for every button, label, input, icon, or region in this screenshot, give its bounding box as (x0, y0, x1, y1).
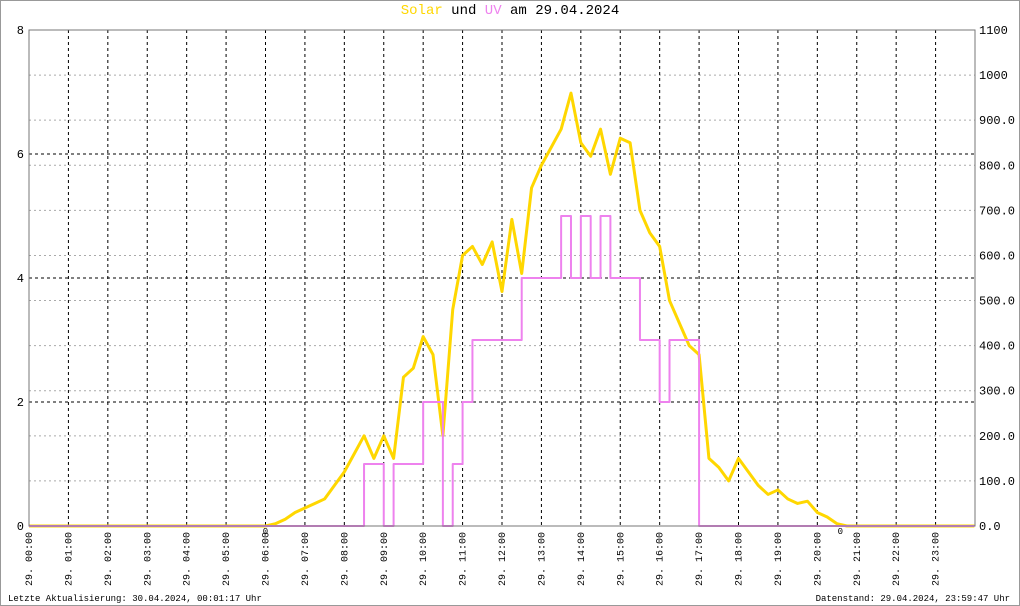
x-tick-label: 29. 00:00 (25, 532, 36, 586)
x-tick-label: 29. 20:00 (813, 532, 824, 586)
x-tick-label: 29. 04:00 (183, 532, 194, 586)
title-uv: UV (485, 3, 502, 19)
x-tick-label: 29. 05:00 (222, 532, 233, 586)
y2-tick-label: 400.0 (979, 340, 1015, 354)
y2-tick-label: 700.0 (979, 204, 1015, 218)
x-tick-label: 29. 09:00 (380, 532, 391, 586)
y2-tick-label: 0.0 (979, 520, 1001, 534)
title-und: und (451, 3, 476, 19)
footer-left: Letzte Aktualisierung: 30.04.2024, 00:01… (8, 594, 262, 604)
x-tick-label: 29. 22:00 (892, 532, 903, 586)
series-line (29, 91, 975, 528)
y2-tick-label: 1000 (979, 69, 1008, 83)
x-tick-label: 29. 19:00 (774, 532, 785, 586)
y2-tick-label: 100.0 (979, 475, 1015, 489)
y-tick-label: 2 (17, 396, 24, 410)
y-tick-label: 8 (17, 24, 24, 38)
y2-tick-label: 600.0 (979, 249, 1015, 263)
plot-border (28, 29, 976, 527)
min-label: 0 (263, 527, 268, 537)
chart-title: Solar und UV am 29.04.2024 (401, 3, 619, 19)
footer-right: Datenstand: 29.04.2024, 23:59:47 Uhr (816, 594, 1010, 604)
y2-tick-label: 900.0 (979, 114, 1015, 128)
x-tick-label: 29. 12:00 (498, 532, 509, 586)
y2-tick-label: 1100 (979, 24, 1008, 38)
x-tick-label: 29. 08:00 (340, 532, 351, 586)
y2-tick-label: 500.0 (979, 295, 1015, 309)
min-label: 0 (838, 527, 843, 537)
x-tick-label: 29. 23:00 (932, 532, 943, 586)
x-tick-label: 29. 17:00 (695, 532, 706, 586)
x-tick-label: 29. 14:00 (577, 532, 588, 586)
x-tick-label: 29. 18:00 (735, 532, 746, 586)
title-solar: Solar (401, 3, 443, 19)
x-tick-label: 29. 03:00 (143, 532, 154, 586)
y-tick-label: 0 (17, 520, 24, 534)
y2-tick-label: 200.0 (979, 430, 1015, 444)
x-tick-label: 29. 11:00 (459, 532, 470, 586)
title-date: am 29.04.2024 (510, 3, 619, 19)
x-tick-label: 29. 07:00 (301, 532, 312, 586)
y-tick-label: 6 (17, 148, 24, 162)
y-tick-label: 4 (17, 272, 24, 286)
x-tick-label: 29. 16:00 (656, 532, 667, 586)
x-tick-label: 29. 13:00 (537, 532, 548, 586)
x-tick-label: 29. 06:00 (262, 532, 273, 586)
x-tick-label: 29. 15:00 (616, 532, 627, 586)
x-tick-label: 29. 21:00 (853, 532, 864, 586)
y2-tick-label: 300.0 (979, 385, 1015, 399)
x-tick-label: 29. 02:00 (104, 532, 115, 586)
y2-tick-label: 800.0 (979, 159, 1015, 173)
x-tick-label: 29. 01:00 (64, 532, 75, 586)
x-tick-label: 29. 10:00 (419, 532, 430, 586)
